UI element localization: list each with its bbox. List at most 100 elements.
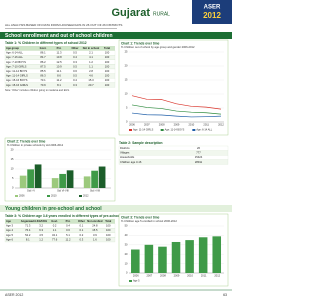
legend-label: Age: 11-14 BOYS (165, 129, 185, 132)
table-cell: 1.1 (89, 64, 93, 68)
table-cell: 87.5 (40, 64, 46, 68)
table-cell: 86.1 (40, 51, 46, 55)
x-tick-label: 2006 (129, 123, 135, 127)
y-tick-label: 50 (125, 224, 128, 228)
table-cell: 0.2 (80, 233, 84, 237)
bar (158, 246, 167, 273)
table-cell: 1.2 (89, 60, 93, 64)
table-cell: 2.8 (89, 69, 93, 73)
table-row (118, 159, 229, 165)
table-cell: 10.9 (56, 64, 62, 68)
state-title: Gujarat (111, 7, 150, 19)
table-row (118, 145, 229, 151)
table-cell: 28911 (195, 160, 203, 164)
table-cell: 26 (197, 146, 200, 150)
bar (198, 237, 208, 273)
table-cell: 76.4 (25, 228, 31, 232)
table-cell: 86.2 (40, 60, 46, 64)
y-tick-label: 5 (12, 176, 14, 180)
bar (66, 170, 74, 188)
table-row (4, 232, 116, 238)
table-cell: 0.4 (73, 78, 77, 82)
table-cell: Age 5 (6, 233, 14, 237)
logo (192, 0, 232, 24)
x-tick-label: 2009 (174, 274, 180, 278)
table-cell: 0.5 (73, 64, 77, 68)
logo-year: 2012 (203, 11, 221, 20)
x-tick-label: 2012 (214, 274, 220, 278)
table-cell: 0.3 (73, 60, 77, 64)
x-tick-label: 2008 (160, 274, 166, 278)
legend-label: 2006 (19, 195, 25, 198)
chart-frame (4, 137, 116, 202)
table-cell: 6.3 (39, 228, 43, 232)
y-tick-label: 30 (125, 242, 128, 246)
table-title: Table 3: % Children age 3-6 years enroll… (5, 214, 151, 218)
table-row (4, 82, 116, 88)
table-cell: 20.7 (88, 83, 94, 87)
table-cell: 15.5 (92, 228, 98, 232)
bar (171, 241, 181, 273)
column-header: LKG/UKG (35, 219, 47, 223)
table-cell: 12.5 (56, 60, 62, 64)
legend-swatch (129, 280, 132, 282)
y-tick-label: 10 (125, 261, 128, 265)
x-tick-label: 2010 (187, 274, 193, 278)
table-cell: 10.8 (56, 55, 62, 59)
bar (185, 240, 194, 273)
y-tick-label: 10 (125, 92, 128, 96)
table-cell: 11.3 (56, 51, 62, 55)
bar (98, 166, 106, 188)
column-header: Total (105, 219, 111, 223)
table-cell: 100 (106, 233, 111, 237)
logo-text: ASER (204, 5, 221, 11)
line (131, 112, 222, 118)
legend-swatch (15, 195, 18, 197)
table-cell: 0.1 (80, 228, 84, 232)
column-header: Govt. (51, 219, 58, 223)
table-cell: 100 (105, 51, 110, 55)
section-bar (0, 32, 232, 39)
y-tick-label: 25 (125, 50, 128, 54)
bar (59, 173, 66, 188)
chart-title: Chart 2: Trends over time (7, 139, 46, 143)
chart-subtitle: % Children out of school by age group an… (121, 45, 195, 49)
table-cell: 0.3 (73, 83, 77, 87)
bar (91, 170, 98, 188)
table-cell: 1.1 (53, 228, 57, 232)
table-cell: 4.5 (39, 233, 43, 237)
y-tick-label: 40 (125, 233, 128, 237)
legend-label: 2012 (83, 195, 89, 198)
table-row (118, 155, 229, 160)
table-cell: Age: 6-14 ALL (6, 51, 24, 55)
y-tick-label: 20 (125, 252, 128, 256)
table-cell: 24.8 (92, 224, 98, 228)
legend-swatch (160, 129, 164, 131)
table-cell: 11.2 (56, 78, 62, 82)
table-cell: 100 (106, 237, 111, 241)
table-cell: Households (120, 155, 135, 159)
bar (51, 178, 59, 188)
table-cell: Age: 7-16 ALL (6, 55, 24, 59)
legend-label: Age: 6-14 ALL (196, 129, 212, 132)
page: ASER 2012 Gujarat RURAL ALL ANALYSIS BAS… (0, 0, 232, 297)
bar (19, 175, 27, 188)
table-row (4, 228, 116, 233)
table-cell: 777 (196, 151, 201, 155)
column-header: Total (104, 46, 110, 50)
table-row (4, 237, 116, 243)
table-title: Table 2: Sample description (119, 141, 163, 145)
legend-swatch (79, 195, 82, 197)
table-cell: 0.6 (73, 69, 77, 73)
line (131, 104, 222, 115)
chart-subtitle: % Children in private schools by std 200… (7, 143, 64, 147)
table-cell: 100 (105, 64, 110, 68)
section-title: Young children in pre-school and school (5, 206, 102, 212)
bar (83, 176, 91, 188)
table-cell: Villages (120, 151, 130, 155)
x-tick-label: 2008 (159, 123, 165, 127)
x-tick-label: Std VI-VIII (57, 189, 69, 193)
x-tick-label: 2010 (188, 123, 194, 127)
section-bar (0, 205, 232, 212)
table-cell: 11.1 (56, 69, 62, 73)
